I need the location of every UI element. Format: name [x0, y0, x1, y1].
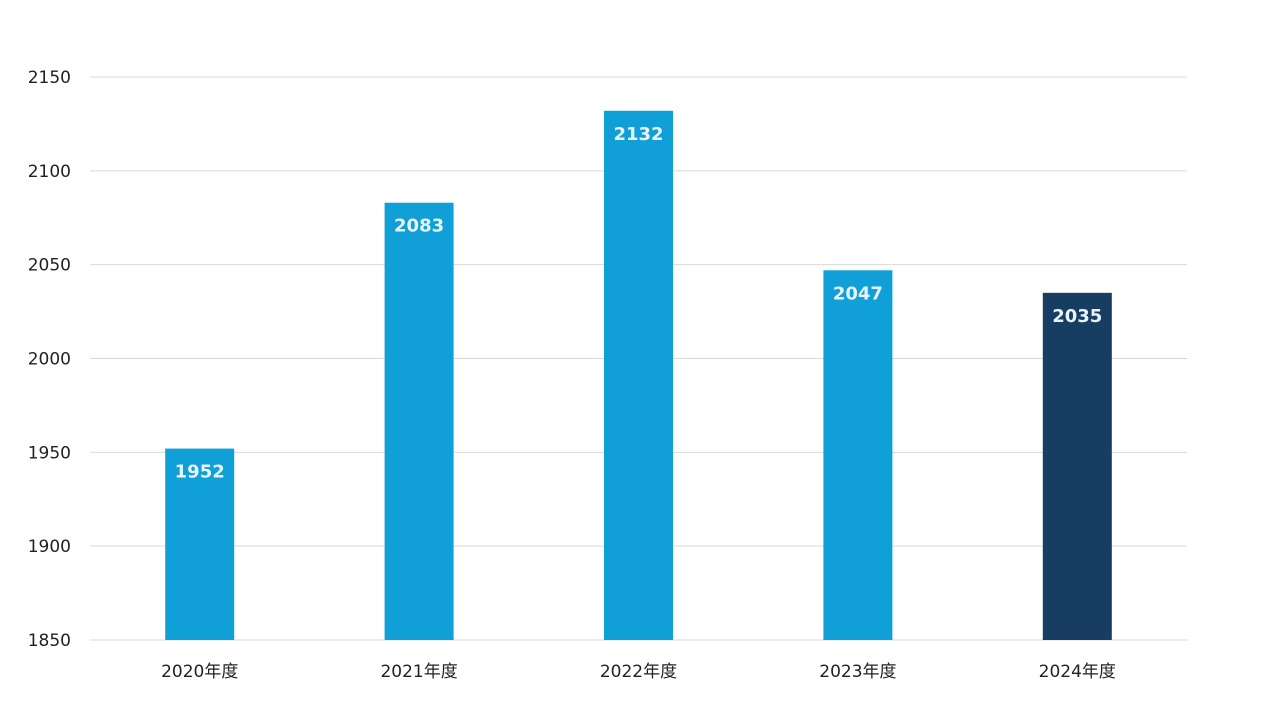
- x-axis-tick-labels: 2020年度 2021年度 2022年度 2023年度 2024年度: [161, 662, 1116, 682]
- y-tick-label: 2050: [28, 256, 71, 276]
- y-axis-tick-labels: 1850 1900 1950 2000 2050 2100 2150: [28, 68, 71, 651]
- bar: [165, 448, 235, 640]
- bar: [384, 202, 454, 640]
- y-tick-label: 2100: [28, 162, 71, 182]
- y-tick-label: 2000: [28, 350, 71, 370]
- bar: [1042, 292, 1112, 640]
- y-tick-label: 1950: [28, 443, 71, 463]
- x-tick-label: 2021年度: [380, 662, 457, 682]
- data-label: 1952: [175, 462, 225, 483]
- y-tick-label: 1850: [28, 631, 71, 651]
- bar: [823, 270, 893, 640]
- data-labels: 1952 2083 2132 2047 2035: [175, 124, 1103, 483]
- x-tick-label: 2022年度: [600, 662, 677, 682]
- data-label: 2047: [833, 283, 883, 304]
- bars: [165, 110, 1112, 640]
- data-label: 2132: [613, 124, 663, 145]
- data-label: 2035: [1052, 306, 1102, 327]
- x-tick-label: 2020年度: [161, 662, 238, 682]
- y-tick-label: 1900: [28, 537, 71, 557]
- bar: [604, 110, 673, 640]
- y-tick-label: 2150: [28, 68, 71, 88]
- x-tick-label: 2023年度: [819, 662, 896, 682]
- data-label: 2083: [394, 216, 444, 237]
- x-tick-label: 2024年度: [1039, 662, 1116, 682]
